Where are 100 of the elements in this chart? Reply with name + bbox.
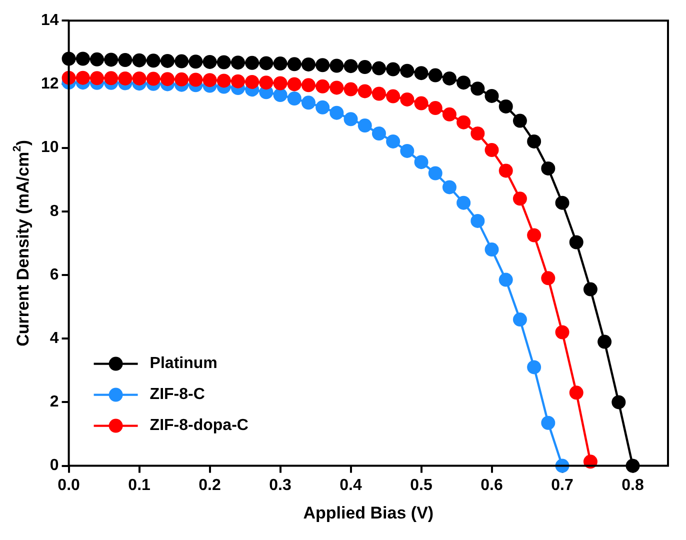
point — [569, 235, 584, 250]
y-tick-label: 12 — [41, 76, 59, 93]
point — [358, 60, 372, 74]
point — [245, 56, 260, 70]
point — [118, 71, 132, 86]
point — [442, 71, 456, 86]
point — [456, 196, 471, 210]
x-tick-label: 0.4 — [340, 476, 362, 494]
y-tick-label: 6 — [50, 266, 59, 284]
point — [470, 126, 485, 140]
y-tick-label: 8 — [50, 202, 59, 220]
point — [470, 214, 485, 228]
point — [330, 106, 344, 120]
point — [301, 78, 316, 92]
point — [174, 54, 189, 68]
point — [414, 96, 428, 110]
point — [118, 53, 132, 68]
point — [456, 76, 471, 90]
x-axis-title: Applied Bias (V) — [303, 504, 434, 523]
y-tick-label: 4 — [50, 330, 59, 348]
x-tick-label: 0.5 — [410, 476, 432, 494]
point — [273, 76, 288, 90]
x-tick-label: 0.3 — [269, 476, 292, 494]
point — [188, 54, 203, 69]
point — [428, 101, 442, 116]
point — [541, 161, 556, 176]
point — [132, 53, 146, 68]
point — [527, 134, 542, 148]
point — [386, 134, 400, 148]
point — [132, 71, 146, 86]
point — [287, 77, 302, 92]
point — [498, 272, 513, 287]
point — [428, 68, 442, 82]
point — [358, 84, 372, 98]
point — [541, 416, 556, 430]
point — [344, 112, 358, 126]
point — [316, 58, 330, 72]
point — [273, 88, 288, 102]
point — [344, 82, 358, 96]
point — [372, 86, 386, 101]
point — [442, 180, 456, 194]
point — [245, 74, 260, 89]
point — [512, 114, 527, 128]
point — [400, 64, 414, 78]
point — [301, 96, 316, 110]
point — [230, 74, 245, 88]
point — [146, 72, 160, 86]
point — [174, 72, 189, 86]
point — [372, 61, 386, 76]
point — [216, 74, 231, 88]
point — [372, 126, 386, 140]
point — [76, 52, 90, 66]
point — [160, 72, 174, 86]
point — [583, 282, 598, 296]
point — [273, 56, 288, 71]
y-tick-label: 14 — [41, 12, 59, 30]
point — [104, 71, 118, 86]
point — [90, 71, 104, 86]
point — [160, 54, 174, 68]
point — [301, 57, 316, 72]
point — [104, 52, 118, 67]
x-tick-label: 0.0 — [58, 476, 80, 494]
point — [512, 192, 527, 206]
point — [90, 52, 104, 66]
y-axis-title: Current Density (mA/cm2) — [11, 140, 33, 346]
legend-label: Platinum — [150, 355, 218, 372]
point — [316, 79, 330, 94]
point — [146, 54, 160, 68]
y-tick-label: 0 — [50, 457, 59, 474]
point — [484, 143, 499, 158]
point — [358, 118, 372, 133]
point — [188, 72, 203, 87]
x-tick-label: 0.6 — [480, 476, 503, 494]
x-tick-label: 0.2 — [198, 476, 222, 494]
point — [202, 73, 217, 88]
point — [555, 325, 570, 340]
point — [569, 386, 584, 400]
point — [287, 92, 302, 106]
point — [428, 166, 442, 180]
point — [259, 56, 274, 70]
point — [287, 57, 302, 72]
point — [541, 271, 556, 286]
point — [330, 58, 344, 73]
y-tick-label: 10 — [41, 139, 59, 156]
x-tick-label: 0.8 — [622, 476, 644, 494]
point — [414, 66, 428, 80]
point — [330, 80, 344, 95]
point — [598, 334, 612, 349]
x-tick-label: 0.7 — [551, 476, 574, 494]
point — [470, 82, 485, 96]
point — [442, 107, 456, 122]
point — [484, 88, 499, 103]
point — [498, 99, 513, 114]
point — [316, 100, 330, 114]
point — [386, 89, 400, 104]
point — [512, 312, 527, 327]
point — [414, 155, 428, 170]
point — [555, 196, 570, 210]
point — [456, 115, 471, 130]
point — [484, 242, 499, 257]
